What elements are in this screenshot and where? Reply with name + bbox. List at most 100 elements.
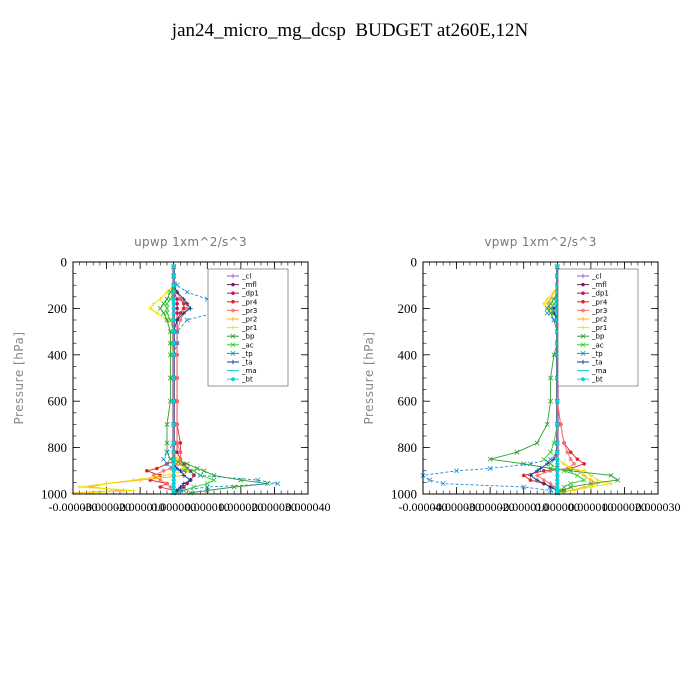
legend-entry: _bt [241, 376, 253, 384]
series-point [171, 301, 176, 306]
series-point [548, 449, 554, 455]
series-point [608, 481, 614, 486]
legend-marker [580, 308, 586, 313]
series-point [164, 449, 170, 455]
series-point [161, 473, 166, 478]
x-tick-label: 0.000010 [568, 500, 613, 514]
x-tick-label: 0.000030 [252, 500, 297, 514]
series-point [527, 461, 533, 467]
series-point [175, 311, 179, 315]
y-tick-label: 1000 [391, 487, 417, 502]
series-point [178, 457, 183, 462]
series-point [581, 477, 587, 483]
series-point [204, 484, 210, 490]
series-point [588, 481, 594, 487]
series-point [184, 461, 190, 467]
legend-marker [231, 299, 235, 304]
legend-marker [230, 377, 236, 382]
series-point [151, 301, 156, 306]
series-point [588, 477, 594, 483]
y-tick-label: 400 [48, 347, 68, 362]
x-tick-label: -0.000040 [399, 500, 448, 514]
series-point [181, 473, 186, 478]
series-point [555, 481, 560, 486]
x-tick-label: 0.000020 [218, 500, 263, 514]
series-point [574, 472, 580, 478]
x-tick-label: -0.000010 [499, 500, 548, 514]
series-point [582, 461, 586, 466]
series-group [70, 264, 281, 496]
legend-entry: _ac [591, 341, 604, 349]
series-point [551, 301, 557, 307]
series-point [171, 352, 176, 357]
series-point [181, 468, 187, 474]
series-point [171, 422, 176, 427]
series-point [131, 477, 136, 483]
series-point [544, 310, 550, 316]
series-point [534, 477, 540, 483]
series-point [538, 466, 543, 471]
legend-marker [230, 273, 236, 279]
series-point [454, 468, 460, 474]
legend-marker [580, 350, 586, 356]
panel-title: upwp 1xm^2/s^3 [134, 235, 247, 249]
series-point [171, 317, 176, 323]
series-point [521, 461, 527, 467]
series-point [178, 441, 183, 445]
series-point [561, 468, 567, 474]
legend-marker [580, 316, 586, 322]
series-point [164, 461, 170, 467]
legend-marker [580, 359, 586, 365]
legend-marker [231, 282, 235, 287]
series-point [194, 465, 200, 471]
series-point [545, 461, 550, 467]
series-point [164, 440, 170, 446]
series-point [440, 481, 446, 487]
series-point [155, 466, 159, 471]
series-point [575, 457, 580, 462]
legend-marker [581, 282, 585, 287]
legend-entry: _ma [591, 367, 607, 375]
x-tick-label: 0.000030 [636, 500, 681, 514]
series-point [178, 317, 183, 323]
series-point [168, 484, 173, 490]
series-point [178, 468, 183, 473]
series-point [571, 461, 577, 467]
series-point [191, 468, 197, 474]
series-point [171, 297, 176, 302]
series-point [177, 461, 183, 467]
legend-entry: _ma [241, 367, 257, 375]
series-point [178, 484, 183, 490]
legend-marker [580, 342, 586, 348]
series-point [198, 472, 204, 478]
series-point [181, 296, 186, 302]
legend-marker [230, 359, 236, 365]
legend-marker [580, 377, 586, 382]
x-tick-label: 0.000000 [151, 500, 196, 514]
series-point [167, 296, 173, 302]
legend-marker [580, 333, 586, 339]
series-point [158, 477, 163, 483]
series-point [174, 461, 180, 467]
series-point [184, 289, 190, 295]
series-point [175, 297, 179, 301]
y-tick-label: 0 [411, 255, 418, 270]
x-tick-label: 0.000040 [286, 500, 331, 514]
series-point [158, 485, 163, 489]
legend-entry: _bp [591, 333, 605, 341]
series-point [171, 478, 176, 483]
legend-marker [581, 291, 585, 296]
series-point [174, 440, 180, 446]
series-point [542, 468, 546, 473]
series-point [161, 456, 167, 462]
x-tick-label: -0.000030 [432, 500, 481, 514]
legend-marker [230, 342, 236, 348]
legend-entry: _bt [591, 376, 603, 384]
series-point [561, 461, 567, 467]
series-point [568, 481, 574, 487]
series-point [171, 329, 176, 334]
series-point [171, 440, 176, 446]
series-point [188, 306, 193, 311]
plot-panel-1: upwp 1xm^2/s^3 Pressure [hPa] 0 200 400 600 80… [12, 235, 331, 514]
